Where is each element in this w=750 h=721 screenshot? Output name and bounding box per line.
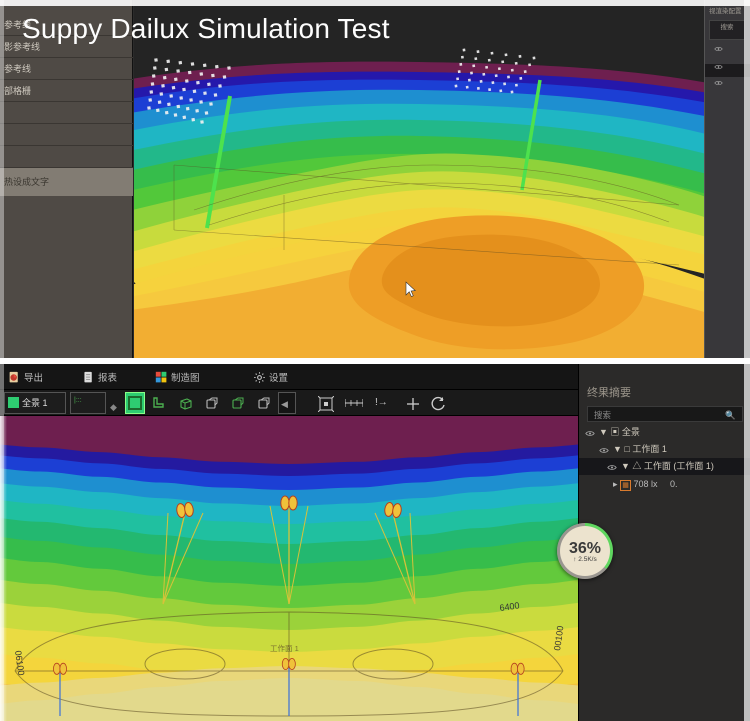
svg-text:工作面 1: 工作面 1 (270, 643, 299, 653)
